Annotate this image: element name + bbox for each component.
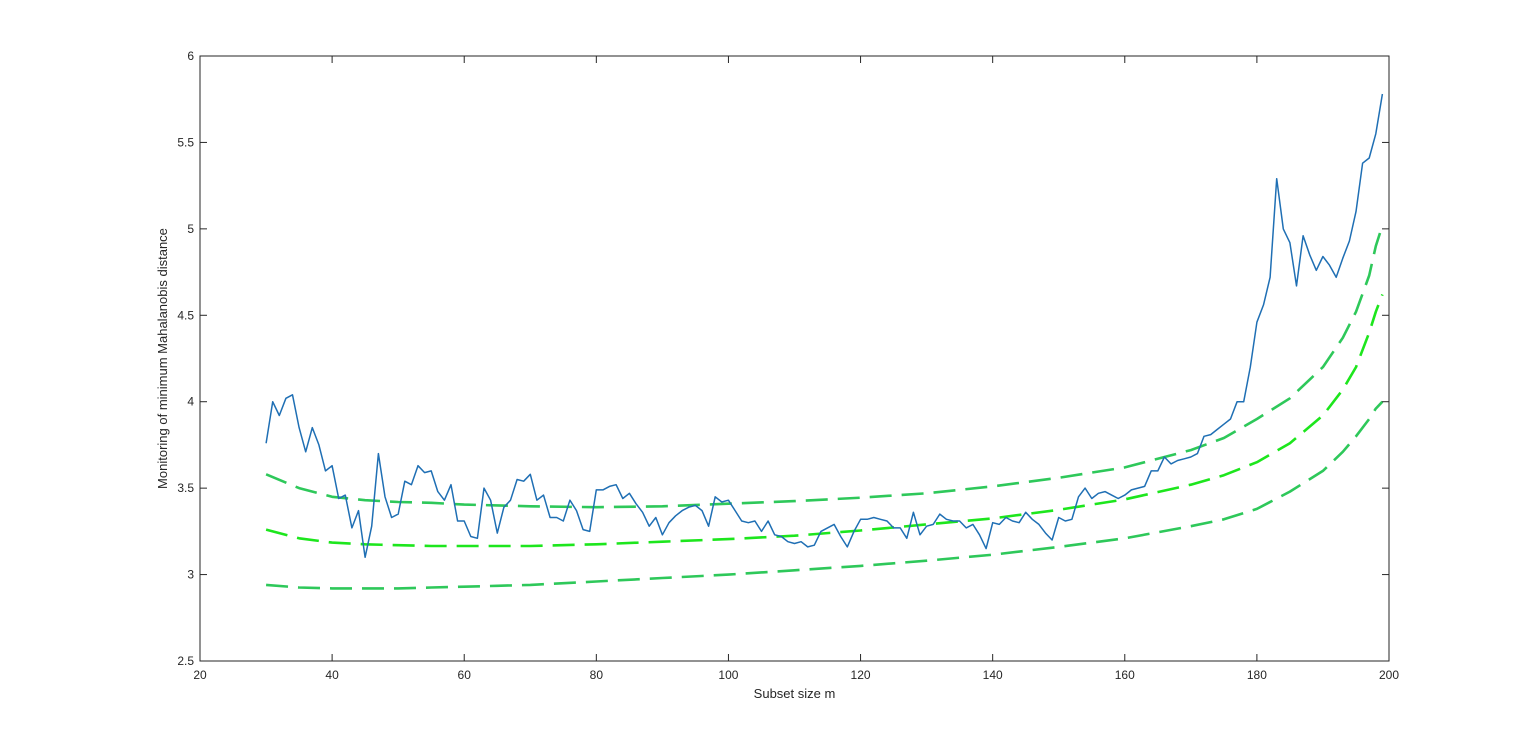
y-tick-label: 2.5 — [177, 654, 194, 668]
plot-area-frame — [199, 55, 1390, 662]
y-tick-label: 3.5 — [177, 481, 194, 495]
outer-envelope-line — [265, 400, 1384, 590]
y-tick-label: 5.5 — [177, 135, 194, 149]
x-tick-label: 40 — [325, 668, 339, 682]
y-axis-label: Monitoring of minimum Mahalanobis distan… — [155, 228, 170, 489]
x-tick-label: 60 — [458, 668, 472, 682]
y-tick-label: 3 — [187, 568, 194, 582]
tick-layer: 20 40 60 80 100 120 140 160 180 200 2.5 3 3.5 4 4.5 5 5.… — [177, 49, 1399, 682]
median-envelope-line — [265, 294, 1384, 548]
x-tick-label: 120 — [851, 668, 871, 682]
y-tick-label: 4 — [187, 395, 194, 409]
y-tick-label: 5 — [187, 222, 194, 236]
y-tick-label: 4.5 — [177, 308, 194, 322]
x-axis-label: Subset size m — [754, 686, 836, 701]
x-tick-label: 180 — [1247, 668, 1267, 682]
x-tick-label: 160 — [1115, 668, 1135, 682]
x-tick-label: 200 — [1379, 668, 1399, 682]
y-tick-label: 6 — [187, 49, 194, 63]
x-tick-label: 20 — [193, 668, 207, 682]
x-tick-label: 100 — [718, 668, 738, 682]
observed-distance-line — [265, 93, 1384, 559]
x-tick-label: 140 — [983, 668, 1003, 682]
series-layer — [265, 93, 1384, 590]
x-tick-label: 80 — [590, 668, 604, 682]
outer-envelope-line — [265, 225, 1384, 509]
